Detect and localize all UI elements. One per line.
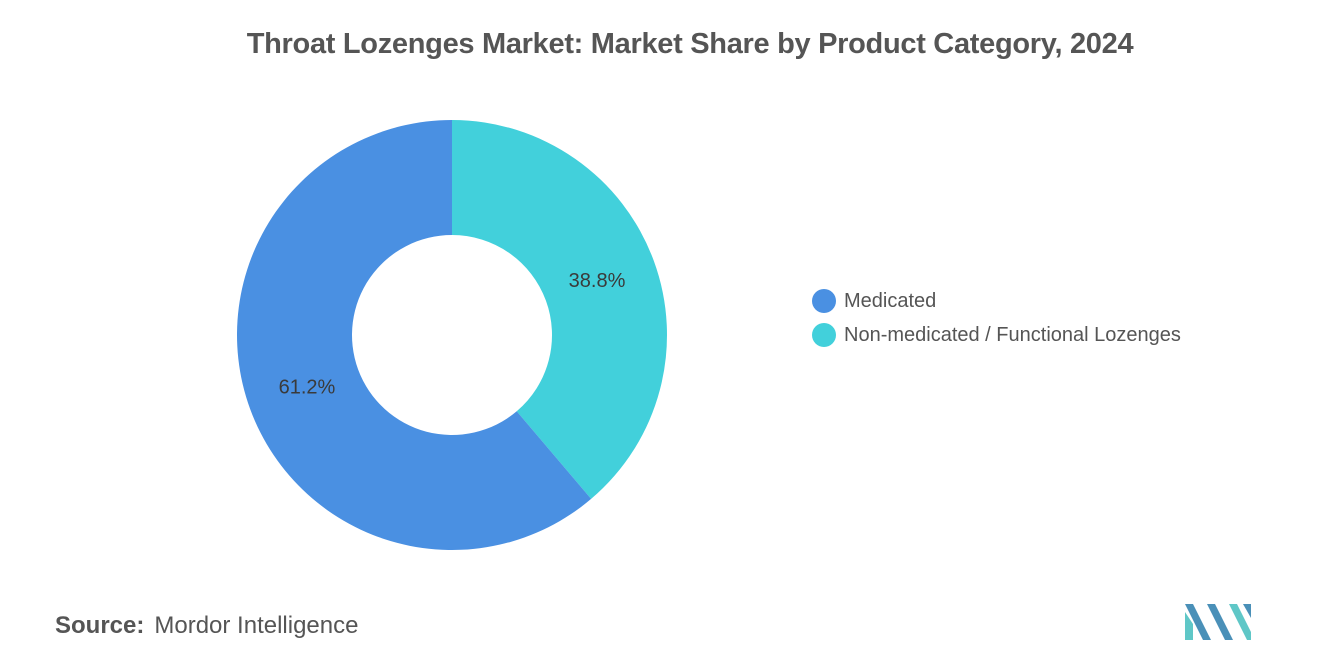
logo-shape-right-bar [1243,604,1251,618]
legend-swatch-medicated [812,289,836,313]
donut-label-medicated: 61.2% [279,377,336,399]
donut-chart: 38.8% 61.2% [236,120,667,550]
legend-label-non-medicated: Non-medicated / Functional Lozenges [844,323,1181,346]
legend-item-medicated: Medicated [812,284,1181,318]
donut-label-non-medicated: 38.8% [569,270,626,292]
logo-shape-right [1229,604,1251,640]
donut-slice-medicated [236,120,592,550]
logo-shape-left-bar [1185,612,1193,640]
source-label: Source: [55,612,145,639]
source-value: Mordor Intelligence [154,612,359,639]
legend-swatch-non-medicated [812,323,836,347]
mordor-intelligence-logo-icon [1185,604,1251,640]
chart-title: Throat Lozenges Market: Market Share by … [246,28,1134,60]
donut-slice-non-medicated [452,120,667,499]
source-note: Source: Mordor Intelligence [55,612,358,640]
legend-item-non-medicated: Non-medicated / Functional Lozenges [812,318,1181,352]
legend: Medicated Non-medicated / Functional Loz… [812,284,1181,352]
logo-shape-left [1185,604,1211,640]
legend-label-medicated: Medicated [844,289,937,312]
logo-shape-mid [1207,604,1233,640]
